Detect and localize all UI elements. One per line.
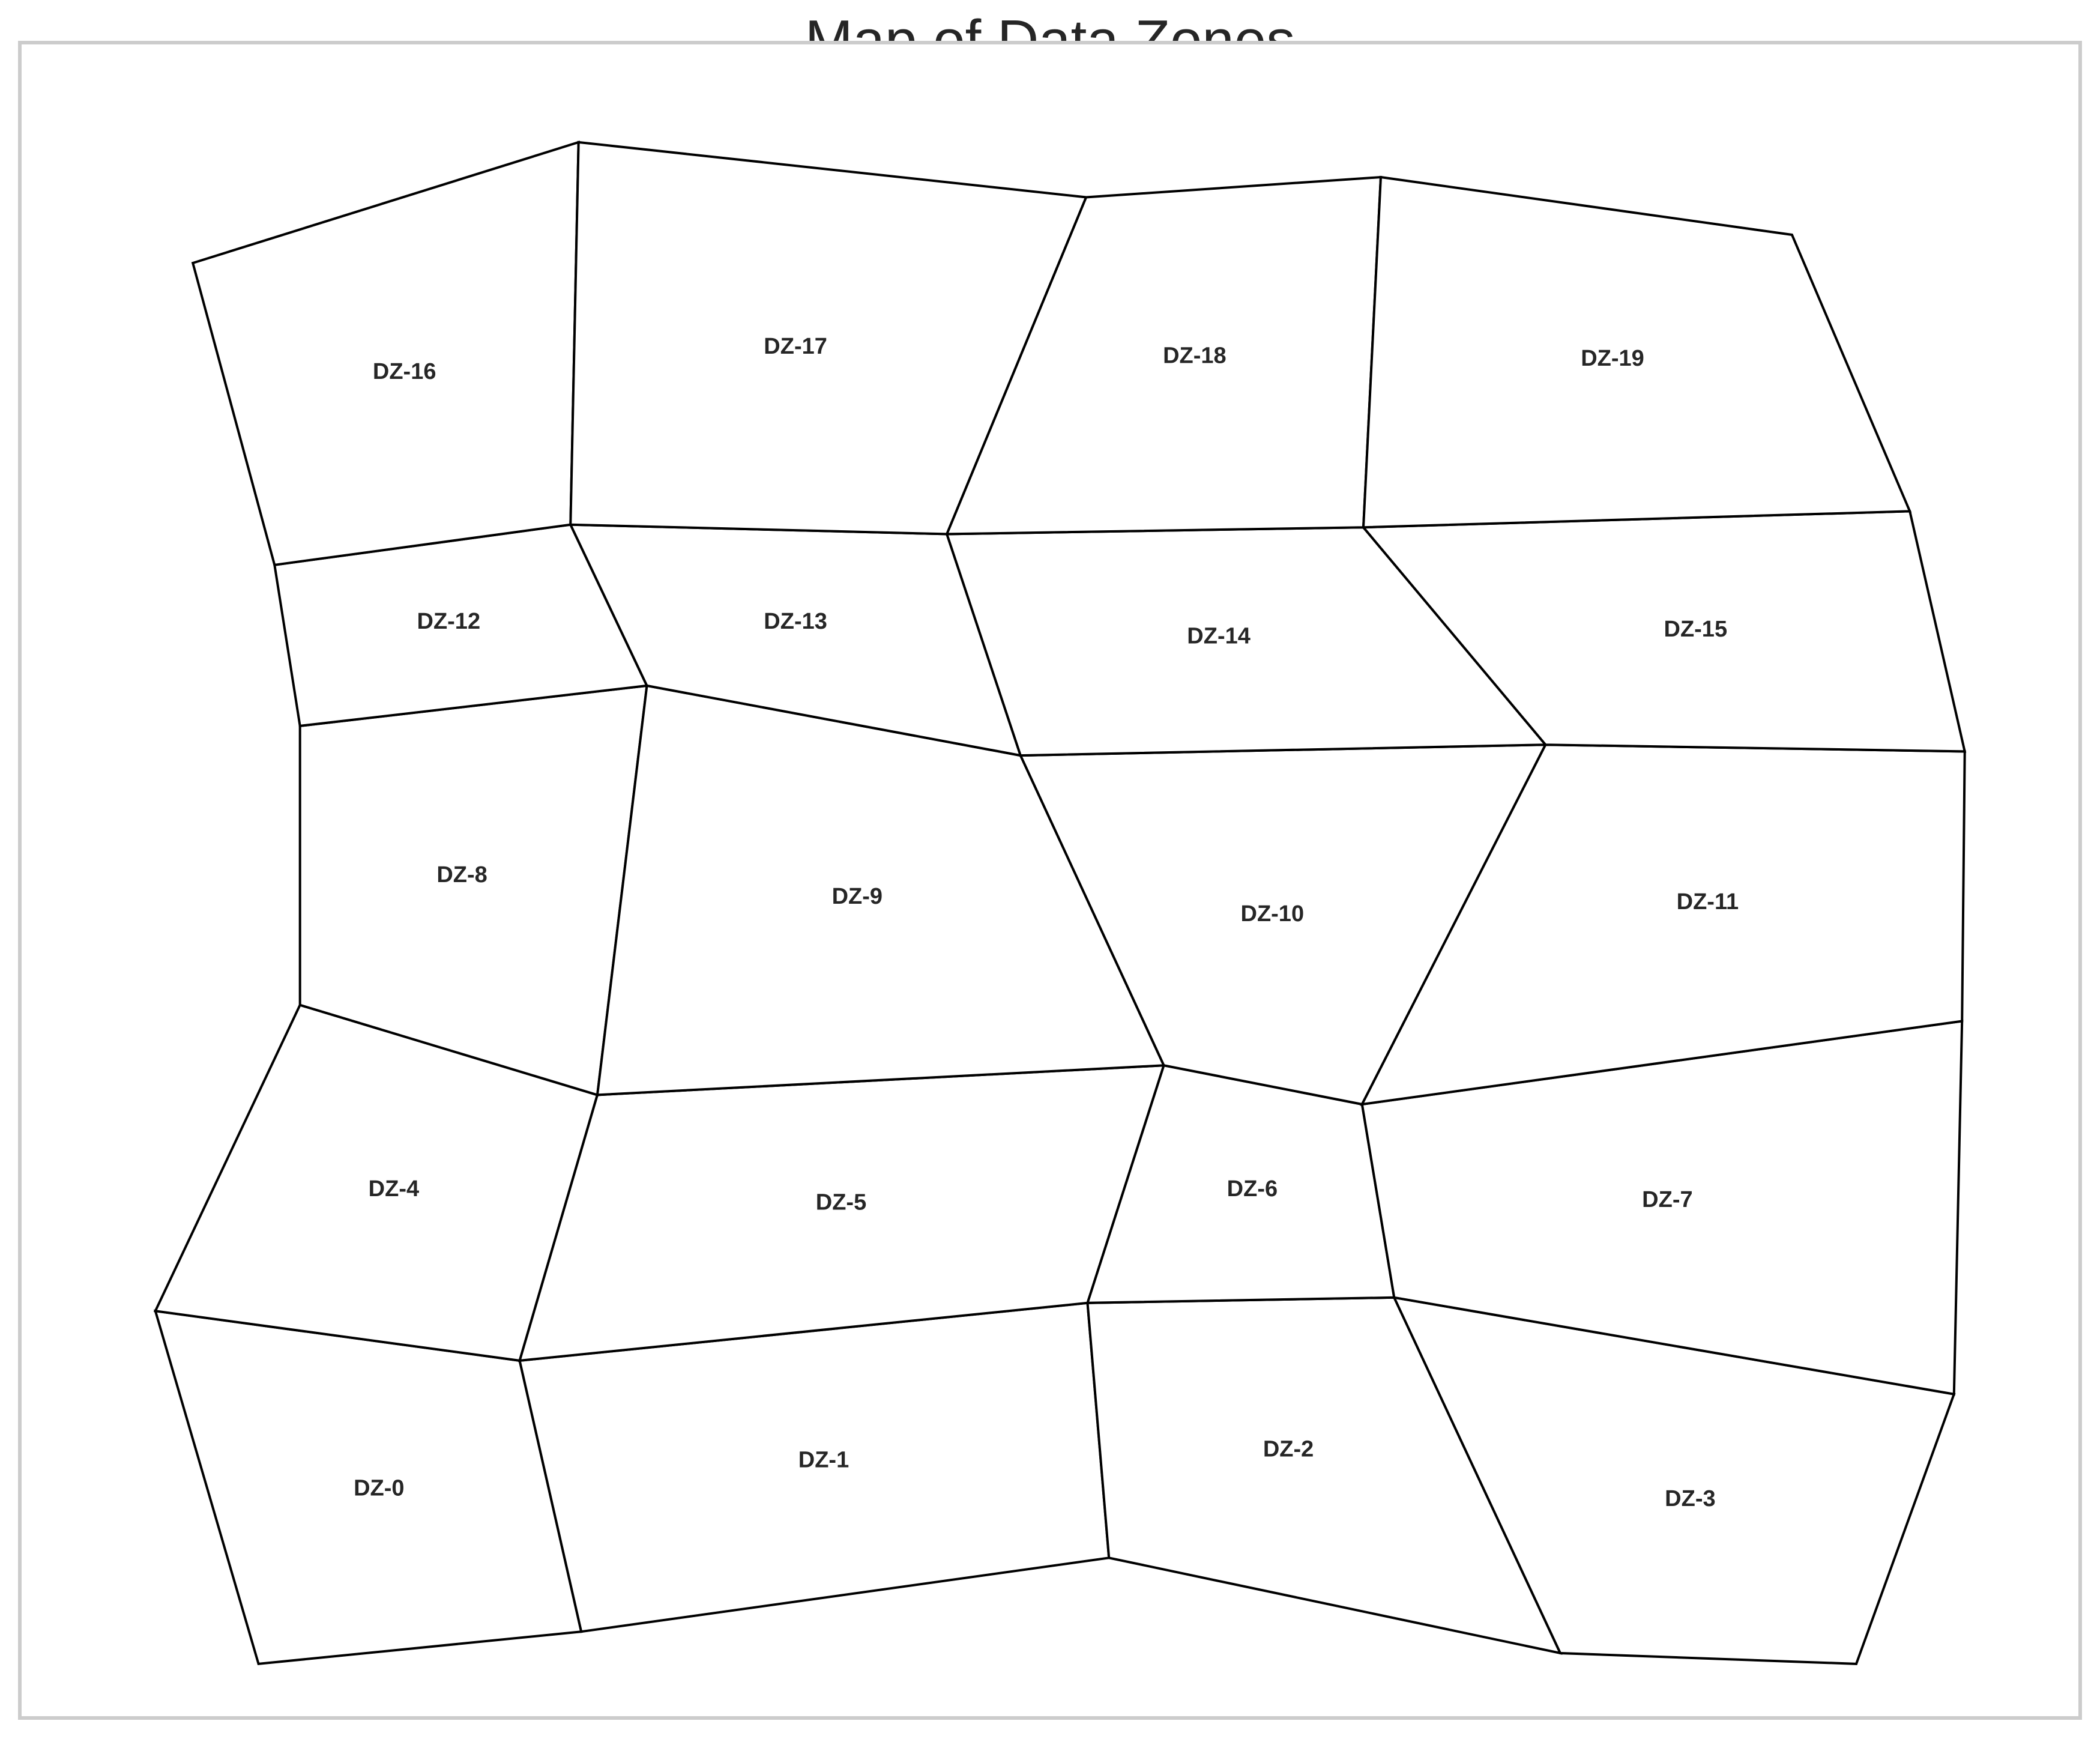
- zone-19-label: DZ-19: [1581, 346, 1644, 371]
- zone-15-label: DZ-15: [1664, 617, 1728, 642]
- zone-1-label: DZ-1: [798, 1447, 849, 1472]
- zone-11-label: DZ-11: [1677, 889, 1739, 915]
- zone-6-label: DZ-6: [1227, 1176, 1278, 1202]
- zone-16-label: DZ-16: [373, 359, 436, 384]
- zone-5-label: DZ-5: [816, 1190, 866, 1215]
- zone-19-shape: [1362, 175, 1912, 529]
- zone-7-label: DZ-7: [1642, 1187, 1692, 1212]
- zone-10-label: DZ-10: [1241, 901, 1305, 927]
- zone-14-label: DZ-14: [1187, 623, 1251, 649]
- zone-4-label: DZ-4: [369, 1176, 419, 1202]
- zone-9-label: DZ-9: [832, 884, 883, 909]
- labels-layer: DZ-0 DZ-1 DZ-2 DZ-3 DZ-4 DZ-5 DZ-6 DZ-7 DZ-8 DZ-9…: [354, 334, 1739, 1511]
- zone-17-label: DZ-17: [764, 334, 827, 359]
- zone-8-label: DZ-8: [436, 862, 487, 888]
- zone-12-label: DZ-12: [417, 609, 481, 634]
- zone-3-label: DZ-3: [1665, 1486, 1715, 1511]
- zone-16-shape: [191, 141, 580, 567]
- zone-13-label: DZ-13: [764, 609, 827, 634]
- zones-layer: [153, 141, 1967, 1666]
- zone-2-label: DZ-2: [1263, 1437, 1314, 1462]
- zone-0-label: DZ-0: [354, 1475, 404, 1501]
- zone-18-label: DZ-18: [1163, 343, 1227, 368]
